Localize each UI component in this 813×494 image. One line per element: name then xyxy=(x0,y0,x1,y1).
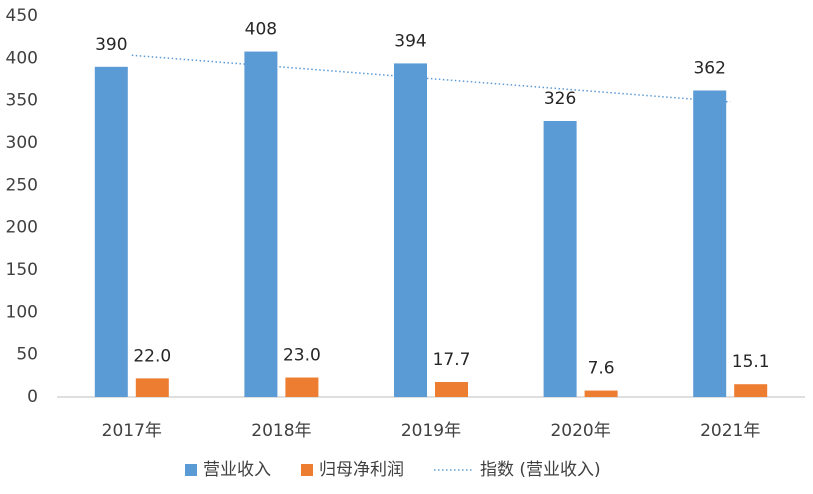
legend-label: 指数 (营业收入) xyxy=(480,460,601,480)
x-tick-label: 2017年 xyxy=(102,421,162,441)
y-tick-label: 0 xyxy=(27,387,38,407)
bar xyxy=(693,90,727,398)
value-label: 23.0 xyxy=(283,346,321,366)
bar xyxy=(584,390,618,397)
bar xyxy=(244,51,278,398)
legend-label: 归母净利润 xyxy=(319,460,404,480)
value-label: 394 xyxy=(394,31,426,51)
value-label: 408 xyxy=(245,20,277,40)
value-label: 390 xyxy=(95,35,127,55)
y-tick-label: 200 xyxy=(6,218,38,238)
y-tick-label: 450 xyxy=(6,6,38,26)
bar xyxy=(394,63,427,398)
value-label: 362 xyxy=(693,59,725,79)
trendline xyxy=(131,54,731,103)
x-tick-label: 2019年 xyxy=(401,421,461,441)
legend-label: 营业收入 xyxy=(203,460,271,480)
bar xyxy=(734,384,768,397)
value-label: 17.7 xyxy=(433,350,471,370)
value-label: 7.6 xyxy=(588,359,615,379)
value-label: 326 xyxy=(544,89,576,109)
value-label: 22.0 xyxy=(133,346,171,366)
bar xyxy=(135,378,169,397)
x-tick-label: 2021年 xyxy=(700,421,760,441)
y-tick-label: 250 xyxy=(6,175,38,195)
y-tick-label: 50 xyxy=(16,345,38,365)
value-label: 15.1 xyxy=(732,352,770,372)
bar xyxy=(94,66,128,398)
x-tick-label: 2018年 xyxy=(251,421,311,441)
bar xyxy=(435,382,468,397)
y-tick-label: 350 xyxy=(6,91,38,111)
x-tick-label: 2020年 xyxy=(550,421,610,441)
y-tick-label: 100 xyxy=(6,302,38,322)
bar xyxy=(285,377,319,397)
y-tick-label: 150 xyxy=(6,260,38,280)
y-tick-label: 300 xyxy=(6,133,38,153)
bar xyxy=(543,120,577,397)
y-tick-label: 400 xyxy=(6,48,38,68)
legend-swatch xyxy=(301,464,313,476)
legend-swatch xyxy=(185,464,197,476)
